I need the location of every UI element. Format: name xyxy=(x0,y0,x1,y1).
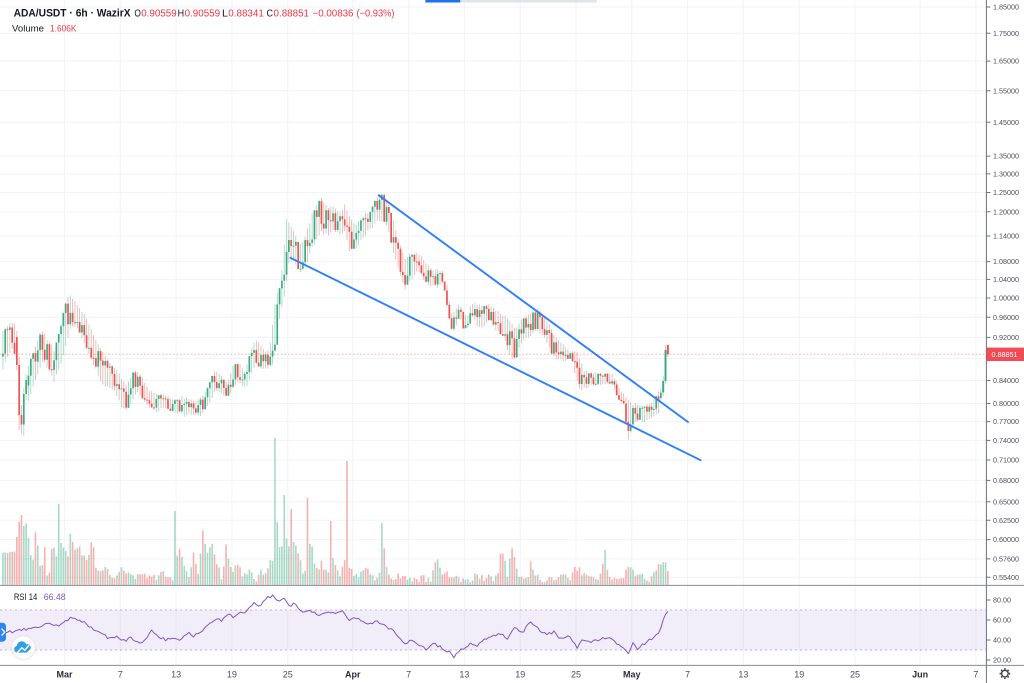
svg-text:ADA/USDT · 6h · WazirX: ADA/USDT · 6h · WazirX xyxy=(14,8,132,20)
svg-text:1.606K: 1.606K xyxy=(50,24,77,35)
svg-text:0.60000: 0.60000 xyxy=(993,535,1019,544)
svg-text:0.74000: 0.74000 xyxy=(993,436,1019,445)
svg-text:1.00000: 1.00000 xyxy=(993,294,1019,303)
svg-text:0.88851: 0.88851 xyxy=(274,9,310,20)
svg-text:7: 7 xyxy=(685,670,690,680)
svg-text:1.14000: 1.14000 xyxy=(993,232,1019,241)
svg-text:13: 13 xyxy=(738,670,748,680)
svg-text:0.55400: 0.55400 xyxy=(993,573,1019,582)
svg-text:1.25000: 1.25000 xyxy=(993,188,1019,197)
svg-text:25: 25 xyxy=(850,670,860,680)
svg-text:19: 19 xyxy=(794,670,804,680)
svg-text:1.04000: 1.04000 xyxy=(993,275,1019,284)
svg-text:0.77000: 0.77000 xyxy=(993,417,1019,426)
svg-text:0.92000: 0.92000 xyxy=(993,333,1019,342)
svg-text:20.00: 20.00 xyxy=(993,656,1011,665)
svg-text:Jun: Jun xyxy=(912,670,928,680)
svg-text:0.84000: 0.84000 xyxy=(993,376,1019,385)
svg-text:0.65000: 0.65000 xyxy=(993,497,1019,506)
svg-text:7: 7 xyxy=(118,670,123,680)
svg-text:25: 25 xyxy=(283,670,293,680)
svg-text:0.68000: 0.68000 xyxy=(993,476,1019,485)
svg-text:13: 13 xyxy=(459,670,469,680)
svg-text:0.71000: 0.71000 xyxy=(993,456,1019,465)
svg-text:0.62500: 0.62500 xyxy=(993,516,1019,525)
svg-text:1.35000: 1.35000 xyxy=(993,152,1019,161)
svg-text:1.30000: 1.30000 xyxy=(993,170,1019,179)
svg-text:0.96000: 0.96000 xyxy=(993,313,1019,322)
svg-text:0.90559: 0.90559 xyxy=(185,9,221,20)
svg-text:Mar: Mar xyxy=(56,670,73,680)
svg-text:Volume: Volume xyxy=(12,24,44,35)
svg-text:19: 19 xyxy=(227,670,237,680)
svg-text:(−0.93%): (−0.93%) xyxy=(357,9,395,20)
svg-text:−0.00836: −0.00836 xyxy=(313,9,354,20)
svg-text:1.85000: 1.85000 xyxy=(993,3,1019,12)
svg-text:80.00: 80.00 xyxy=(993,596,1011,605)
svg-text:C: C xyxy=(267,9,274,20)
svg-text:1.65000: 1.65000 xyxy=(993,57,1019,66)
svg-text:0.57600: 0.57600 xyxy=(993,555,1019,564)
svg-text:1.55000: 1.55000 xyxy=(993,86,1019,95)
svg-text:1.75000: 1.75000 xyxy=(993,29,1019,38)
svg-text:25: 25 xyxy=(571,670,581,680)
svg-text:O: O xyxy=(134,9,141,20)
svg-text:Apr: Apr xyxy=(345,670,361,680)
svg-text:40.00: 40.00 xyxy=(993,636,1011,645)
svg-text:0.90559: 0.90559 xyxy=(141,9,177,20)
svg-text:L: L xyxy=(222,9,228,20)
svg-text:1.20000: 1.20000 xyxy=(993,207,1019,216)
svg-text:H: H xyxy=(178,9,185,20)
svg-text:60.00: 60.00 xyxy=(993,616,1011,625)
svg-text:7: 7 xyxy=(973,670,978,680)
svg-text:0.80000: 0.80000 xyxy=(993,399,1019,408)
svg-text:7: 7 xyxy=(406,670,411,680)
svg-text:1.08000: 1.08000 xyxy=(993,257,1019,266)
svg-text:13: 13 xyxy=(171,670,181,680)
svg-text:0.88851: 0.88851 xyxy=(992,350,1018,359)
svg-text:May: May xyxy=(623,670,641,680)
svg-text:66.48: 66.48 xyxy=(44,592,66,603)
svg-text:RSI 14: RSI 14 xyxy=(14,592,37,603)
svg-text:0.88341: 0.88341 xyxy=(228,9,264,20)
svg-text:1.45000: 1.45000 xyxy=(993,118,1019,127)
svg-text:19: 19 xyxy=(515,670,525,680)
